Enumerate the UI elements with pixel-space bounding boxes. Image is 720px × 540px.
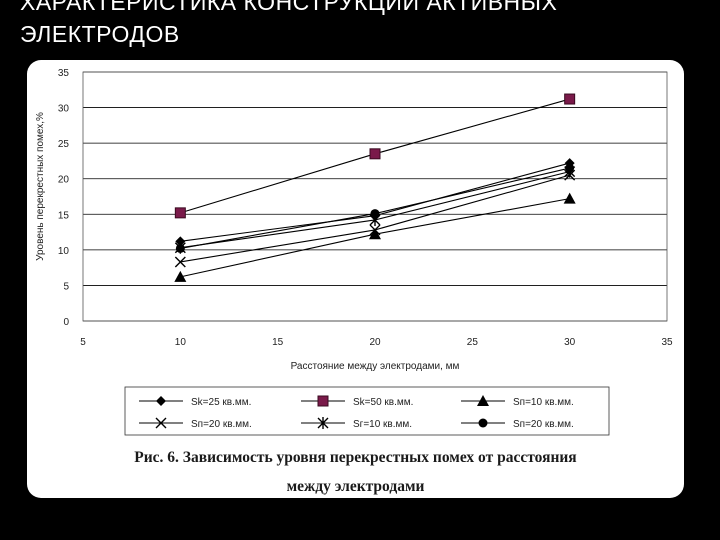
legend-item-6: Sп=20 кв.мм. (461, 418, 574, 430)
legend-item-5: Sг=10 кв.мм. (301, 417, 412, 430)
legend-label: Sп=10 кв.мм. (513, 397, 574, 408)
legend-label: Sk=50 кв.мм. (353, 397, 413, 408)
x-tick-label: 30 (564, 337, 576, 348)
data-point-s6-1 (175, 243, 185, 253)
y-tick-label: 20 (58, 175, 70, 186)
legend-label: Sk=25 кв.мм. (191, 397, 251, 408)
x-tick-label: 20 (369, 337, 381, 348)
legend-marker (477, 395, 489, 406)
slide-title: ХАРАКТЕРИСТИКА КОНСТРУКЦИЙ АКТИВНЫХ ЭЛЕК… (20, 0, 710, 50)
x-tick-label: 5 (80, 337, 86, 348)
legend-label: Sп=20 кв.мм. (513, 419, 574, 430)
data-point-s3-1 (174, 270, 187, 282)
legend-label: Sп=20 кв.мм. (191, 419, 252, 430)
legend-label: Sг=10 кв.мм. (353, 419, 412, 430)
legend-marker (156, 396, 166, 406)
legend-marker (317, 395, 329, 407)
data-point-s3-2 (369, 228, 381, 240)
legend-box (124, 386, 610, 436)
slide-title-line2: ЭЛЕКТРОДОВ (20, 21, 180, 47)
data-point-s1-1 (175, 236, 186, 247)
x-tick-label: 25 (467, 337, 479, 348)
x-axis-label: Расстояние между электродами, мм (291, 361, 460, 372)
data-point-s6-2 (370, 209, 380, 219)
x-tick-label: 15 (272, 337, 284, 348)
figure-caption-line2: между электродами (286, 478, 425, 495)
y-axis-label: Уровень перекрестных помех,% (35, 112, 46, 261)
y-tick-label: 5 (63, 281, 69, 292)
data-point-s6-3 (565, 163, 575, 173)
data-point-s3-3 (563, 192, 576, 204)
x-tick-label: 10 (175, 337, 187, 348)
data-point-s2-3 (564, 93, 576, 105)
data-point-s4-2 (369, 224, 381, 236)
y-tick-label: 15 (58, 210, 70, 221)
legend-item-3: Sп=10 кв.мм. (461, 395, 574, 408)
plot-frame (82, 71, 668, 322)
x-tick-label: 35 (661, 337, 673, 348)
data-point-s4-1 (174, 256, 186, 268)
figure-card: 0 5 10 15 20 25 30 35 5 10 15 20 25 30 35 Расстояние ме… (27, 60, 684, 498)
legend-marker (155, 417, 167, 429)
data-point-s1-3 (564, 158, 575, 169)
slide-title-line1: ХАРАКТЕРИСТИКА КОНСТРУКЦИЙ АКТИВНЫХ (20, 0, 558, 15)
y-tick-label: 25 (58, 139, 70, 150)
data-point-s2-2 (369, 148, 381, 160)
y-tick-label: 35 (58, 68, 70, 79)
y-tick-label: 30 (58, 104, 70, 115)
legend-marker (478, 418, 488, 428)
legend-marker (317, 417, 329, 429)
legend-item-2: Sk=50 кв.мм. (301, 395, 413, 408)
data-point-s2-1 (174, 207, 186, 219)
y-tick-label: 0 (63, 317, 69, 328)
y-tick-label: 10 (58, 246, 70, 257)
legend-item-4: Sп=20 кв.мм. (139, 417, 252, 430)
figure-caption-line1: Рис. 6. Зависимость уровня перекрестных … (134, 449, 577, 466)
legend-item-1: Sk=25 кв.мм. (139, 396, 251, 408)
